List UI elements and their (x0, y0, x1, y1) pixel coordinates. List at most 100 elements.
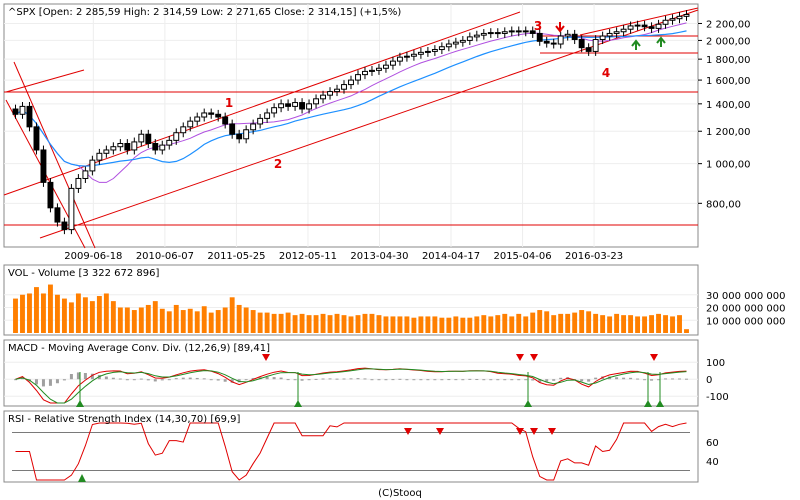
volume-bar (341, 315, 347, 333)
macd-hist-bar (146, 379, 150, 381)
volume-title: VOL - Volume [3 322 672 896] (8, 268, 160, 279)
candle (501, 27, 508, 38)
candle-body (599, 35, 606, 41)
trend-line (579, 7, 699, 36)
macd-hist-bar (412, 379, 416, 381)
candle-body (376, 67, 382, 71)
candle (445, 39, 452, 52)
macd-hist-bar (335, 378, 339, 380)
volume-bar (41, 293, 46, 333)
volume-bar (425, 316, 431, 333)
volume-bar (103, 293, 109, 333)
volume-bar (145, 304, 151, 333)
candle-body (424, 50, 431, 53)
volume-bar (614, 313, 620, 333)
candle (96, 148, 103, 165)
macd-hist-bar (356, 378, 360, 380)
volume-bar (194, 311, 200, 333)
annotation-label: 1 (225, 96, 233, 110)
volume-bar (20, 294, 25, 333)
candle-body (208, 112, 215, 115)
macd-panel: -100 0 100 MACD - Moving Average Conv. Div… (3, 339, 729, 407)
sell-signal-icon (262, 354, 270, 361)
candle (383, 60, 389, 73)
candle (229, 119, 236, 139)
candles (12, 10, 690, 235)
date-tick-label: 2011-05-25 (207, 251, 265, 262)
macd-hist-bar (657, 379, 661, 381)
volume-bar (222, 307, 228, 333)
volume-bar (208, 312, 214, 333)
annotations: 1 2 3 4 (225, 19, 666, 171)
rsi-sell-icon (404, 428, 412, 435)
macd-hist-bar (643, 379, 647, 381)
candle (606, 29, 613, 41)
macd-tick-label: 0 (706, 375, 712, 386)
volume-bar (551, 315, 557, 333)
volume-bar (600, 315, 606, 333)
candle (620, 24, 627, 37)
candle (396, 52, 403, 66)
macd-hist-bar (174, 378, 178, 380)
volume-bar (565, 313, 571, 333)
volume-bar (488, 316, 494, 333)
candle (459, 36, 466, 47)
candle-body (89, 159, 96, 172)
candle (110, 142, 117, 155)
candle-body (299, 102, 306, 110)
rsi-panel: 40 60 RSI - Relative Strength Index (14,3… (3, 410, 719, 483)
candle-body (229, 123, 236, 135)
volume-bar (306, 315, 312, 333)
macd-hist-bar (139, 378, 143, 380)
volume-bar (418, 316, 424, 333)
candle-body (285, 103, 292, 107)
macd-hist-bar (265, 376, 269, 380)
candle (180, 122, 187, 138)
macd-hist-bar (664, 378, 668, 380)
volume-bar (327, 315, 333, 333)
sell-signal-icon (650, 354, 658, 361)
macd-hist-bar (503, 379, 507, 381)
candle-body (138, 133, 145, 143)
candle (389, 56, 396, 70)
candle-body (522, 30, 529, 33)
candle (543, 36, 550, 48)
volume-bar (656, 313, 661, 333)
price-tick-label: 2 000,00 (706, 36, 751, 47)
candle (131, 137, 138, 155)
volume-bar (460, 317, 466, 333)
macd-hist-bar (153, 379, 157, 382)
candle (536, 29, 543, 46)
candle-body (564, 33, 571, 37)
macd-hist-bar (468, 378, 472, 380)
candle (68, 184, 75, 235)
volume-bar (61, 298, 67, 333)
candle-body (383, 64, 389, 69)
candle-body (96, 152, 103, 161)
volume-bar (649, 315, 655, 333)
candle-body (54, 207, 61, 223)
sell-signal-icon (516, 354, 524, 361)
rsi-buy-icon (78, 474, 86, 482)
candle (355, 70, 361, 85)
candle (599, 31, 606, 45)
volume-bar (369, 313, 375, 333)
volume-bar (635, 316, 641, 333)
macd-hist-bar (34, 379, 38, 385)
macd-hist-bar (559, 377, 563, 380)
volume-tick-label: 30 000 000 000 (706, 291, 786, 302)
candle-body (438, 46, 445, 51)
macd-hist-bar (482, 379, 486, 381)
candle-body (110, 146, 117, 151)
macd-hist-bar (349, 378, 353, 380)
macd-hist-bar (475, 379, 479, 381)
candle-body (313, 98, 319, 105)
macd-hist-bar (307, 379, 311, 381)
candle (676, 11, 683, 24)
macd-hist-bar (167, 379, 171, 381)
rsi-y-ticks: 40 60 (706, 438, 719, 468)
volume-bar (75, 293, 81, 333)
candle-body (557, 35, 564, 45)
candle-body (613, 31, 620, 34)
